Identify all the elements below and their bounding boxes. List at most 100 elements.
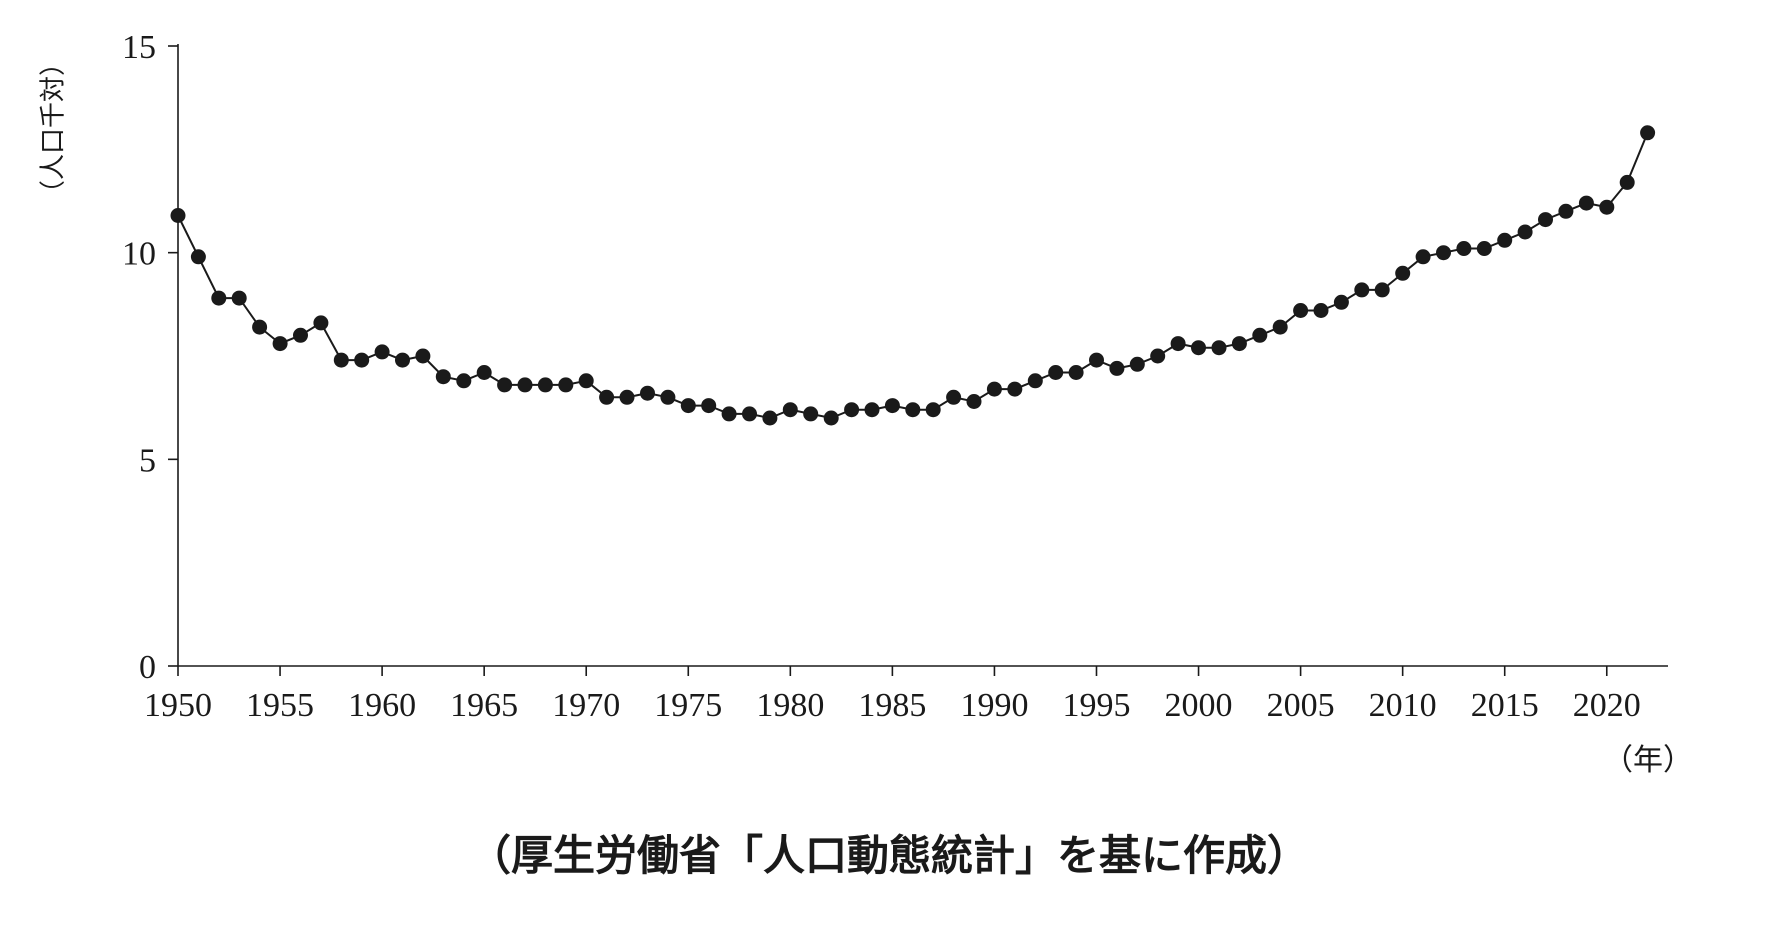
- y-tick-label: 10: [122, 236, 156, 273]
- x-tick-label: 1985: [858, 687, 926, 724]
- data-point: [660, 389, 676, 405]
- data-point: [1497, 232, 1513, 248]
- data-point: [1619, 174, 1635, 190]
- data-point: [578, 373, 594, 389]
- data-point: [1027, 373, 1043, 389]
- data-point: [1374, 282, 1390, 298]
- data-point: [1517, 224, 1533, 240]
- data-point: [762, 410, 778, 426]
- data-point: [1272, 319, 1288, 335]
- series-line: [177, 132, 1649, 420]
- data-point: [1150, 348, 1166, 364]
- data-points: [170, 125, 1656, 426]
- data-point: [1089, 352, 1104, 368]
- data-point: [1048, 365, 1064, 380]
- data-point: [1476, 241, 1492, 256]
- line-chart: （人口千対） 1950 1955 1960 1965 1970 1975 1980 1985 1…: [39, 29, 1694, 778]
- data-point: [1415, 249, 1431, 265]
- axes: [177, 44, 1668, 667]
- data-point: [333, 352, 349, 368]
- data-point: [966, 394, 982, 409]
- x-tick-label: 1965: [450, 687, 518, 724]
- data-point: [354, 352, 370, 368]
- data-point: [252, 319, 268, 335]
- x-tick-label: 1990: [960, 687, 1028, 724]
- data-point: [701, 398, 717, 414]
- data-point: [1456, 241, 1472, 256]
- data-point: [823, 410, 839, 426]
- x-tick-label: 1980: [756, 687, 824, 724]
- x-axis-ticks: 1950 1955 1960 1965 1970 1975 1980 1985 1990 1995…: [144, 666, 1641, 724]
- data-point: [1007, 381, 1023, 397]
- y-axis-label: （人口千対）: [39, 50, 69, 206]
- x-tick-label: 1970: [552, 687, 620, 724]
- data-point: [946, 389, 962, 405]
- data-point: [170, 208, 186, 223]
- data-point: [374, 344, 390, 360]
- x-tick-label: 1995: [1062, 687, 1130, 724]
- data-point: [476, 365, 492, 380]
- x-tick-label: 1950: [144, 687, 212, 724]
- x-tick-label: 2005: [1267, 687, 1335, 724]
- y-axis-ticks: 0 5 10 15: [122, 29, 178, 686]
- data-point: [721, 406, 737, 422]
- x-tick-label: 2000: [1165, 687, 1233, 724]
- x-tick-label: 2020: [1573, 687, 1641, 724]
- data-point: [1333, 294, 1349, 310]
- data-point: [619, 389, 635, 405]
- data-point: [1538, 212, 1553, 228]
- data-point: [925, 402, 941, 418]
- x-tick-label: 2010: [1369, 687, 1437, 724]
- data-point: [211, 290, 227, 306]
- data-point: [415, 348, 431, 364]
- data-point: [1109, 360, 1125, 376]
- x-tick-label: 1960: [348, 687, 416, 724]
- source-note: （厚生労働省「人口動態統計」を基に作成）: [468, 831, 1309, 880]
- data-point: [1640, 125, 1656, 141]
- data-point: [1293, 303, 1309, 318]
- data-point: [272, 336, 288, 352]
- x-tick-label: 2015: [1471, 687, 1539, 724]
- data-point: [190, 249, 206, 265]
- data-point: [803, 406, 819, 422]
- data-point: [1558, 203, 1574, 219]
- data-point: [1170, 336, 1186, 352]
- data-point: [782, 402, 798, 418]
- data-point: [558, 377, 574, 393]
- data-point: [844, 402, 860, 418]
- data-point: [864, 402, 880, 418]
- data-point: [1252, 327, 1268, 343]
- data-point: [1313, 303, 1329, 318]
- y-tick-label: 0: [139, 649, 156, 686]
- data-point: [905, 402, 921, 418]
- data-point: [640, 385, 655, 401]
- data-point: [742, 406, 757, 422]
- data-point: [456, 373, 472, 389]
- x-axis-unit-label: （年）: [1603, 743, 1693, 778]
- data-point: [1599, 199, 1615, 215]
- data-point: [231, 290, 247, 306]
- data-point: [1354, 282, 1370, 298]
- data-point: [1436, 245, 1451, 261]
- data-point: [497, 377, 513, 393]
- data-point: [1395, 265, 1411, 281]
- data-point: [599, 389, 615, 405]
- x-tick-label: 1955: [246, 687, 314, 724]
- data-point: [1129, 356, 1145, 372]
- data-point: [986, 381, 1002, 397]
- data-point: [517, 377, 533, 393]
- data-point: [537, 377, 553, 393]
- x-tick-label: 1975: [654, 687, 722, 724]
- data-point: [1578, 195, 1594, 211]
- data-point: [1211, 340, 1227, 356]
- data-point: [1068, 365, 1084, 380]
- data-point: [1231, 336, 1247, 352]
- data-point: [1191, 340, 1206, 356]
- data-point: [293, 327, 308, 343]
- data-point: [680, 398, 696, 414]
- y-tick-label: 15: [122, 29, 156, 66]
- y-tick-label: 5: [139, 442, 156, 479]
- data-point: [435, 369, 451, 385]
- data-point: [395, 352, 410, 368]
- data-point: [884, 398, 900, 414]
